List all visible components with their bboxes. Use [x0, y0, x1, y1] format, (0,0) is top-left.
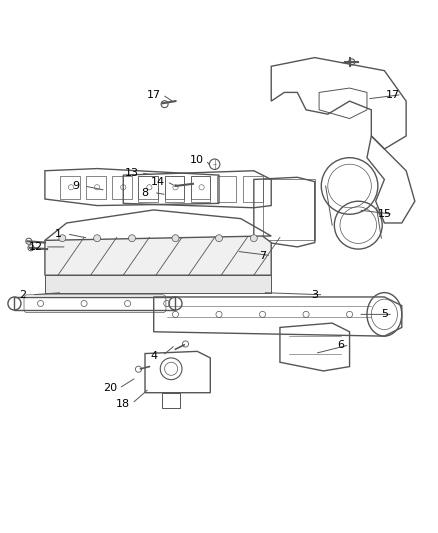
Text: 6: 6 [337, 340, 344, 350]
Polygon shape [45, 275, 271, 293]
Text: 18: 18 [116, 399, 131, 409]
Circle shape [172, 235, 179, 241]
Text: 7: 7 [259, 251, 266, 261]
Text: 5: 5 [381, 309, 388, 319]
Bar [262, 180, 315, 240]
Circle shape [251, 235, 257, 241]
Text: 12: 12 [29, 242, 43, 252]
Circle shape [215, 235, 223, 241]
Circle shape [128, 235, 135, 241]
Bar [243, 176, 262, 202]
Bar [217, 176, 237, 202]
Bar [191, 176, 210, 202]
Text: 14: 14 [151, 176, 165, 187]
Bar [113, 176, 132, 199]
Text: 15: 15 [378, 209, 392, 219]
Text: 8: 8 [141, 188, 148, 198]
Text: 2: 2 [20, 290, 27, 300]
Bar [191, 176, 210, 199]
Text: 20: 20 [103, 383, 117, 393]
Bar [138, 176, 158, 202]
Bar [165, 176, 184, 202]
Polygon shape [45, 236, 271, 275]
Bar [162, 393, 180, 408]
Text: 13: 13 [125, 168, 139, 178]
Bar [60, 176, 80, 199]
Text: 10: 10 [190, 155, 204, 165]
Text: 17: 17 [386, 90, 400, 100]
Bar [138, 176, 158, 199]
Circle shape [94, 235, 101, 241]
Text: 9: 9 [72, 181, 79, 191]
Text: 3: 3 [311, 290, 318, 300]
Text: 4: 4 [150, 351, 157, 361]
Circle shape [59, 235, 66, 241]
Text: 1: 1 [54, 229, 61, 239]
Text: 17: 17 [147, 90, 161, 100]
Bar [86, 176, 106, 199]
Bar [165, 176, 184, 199]
